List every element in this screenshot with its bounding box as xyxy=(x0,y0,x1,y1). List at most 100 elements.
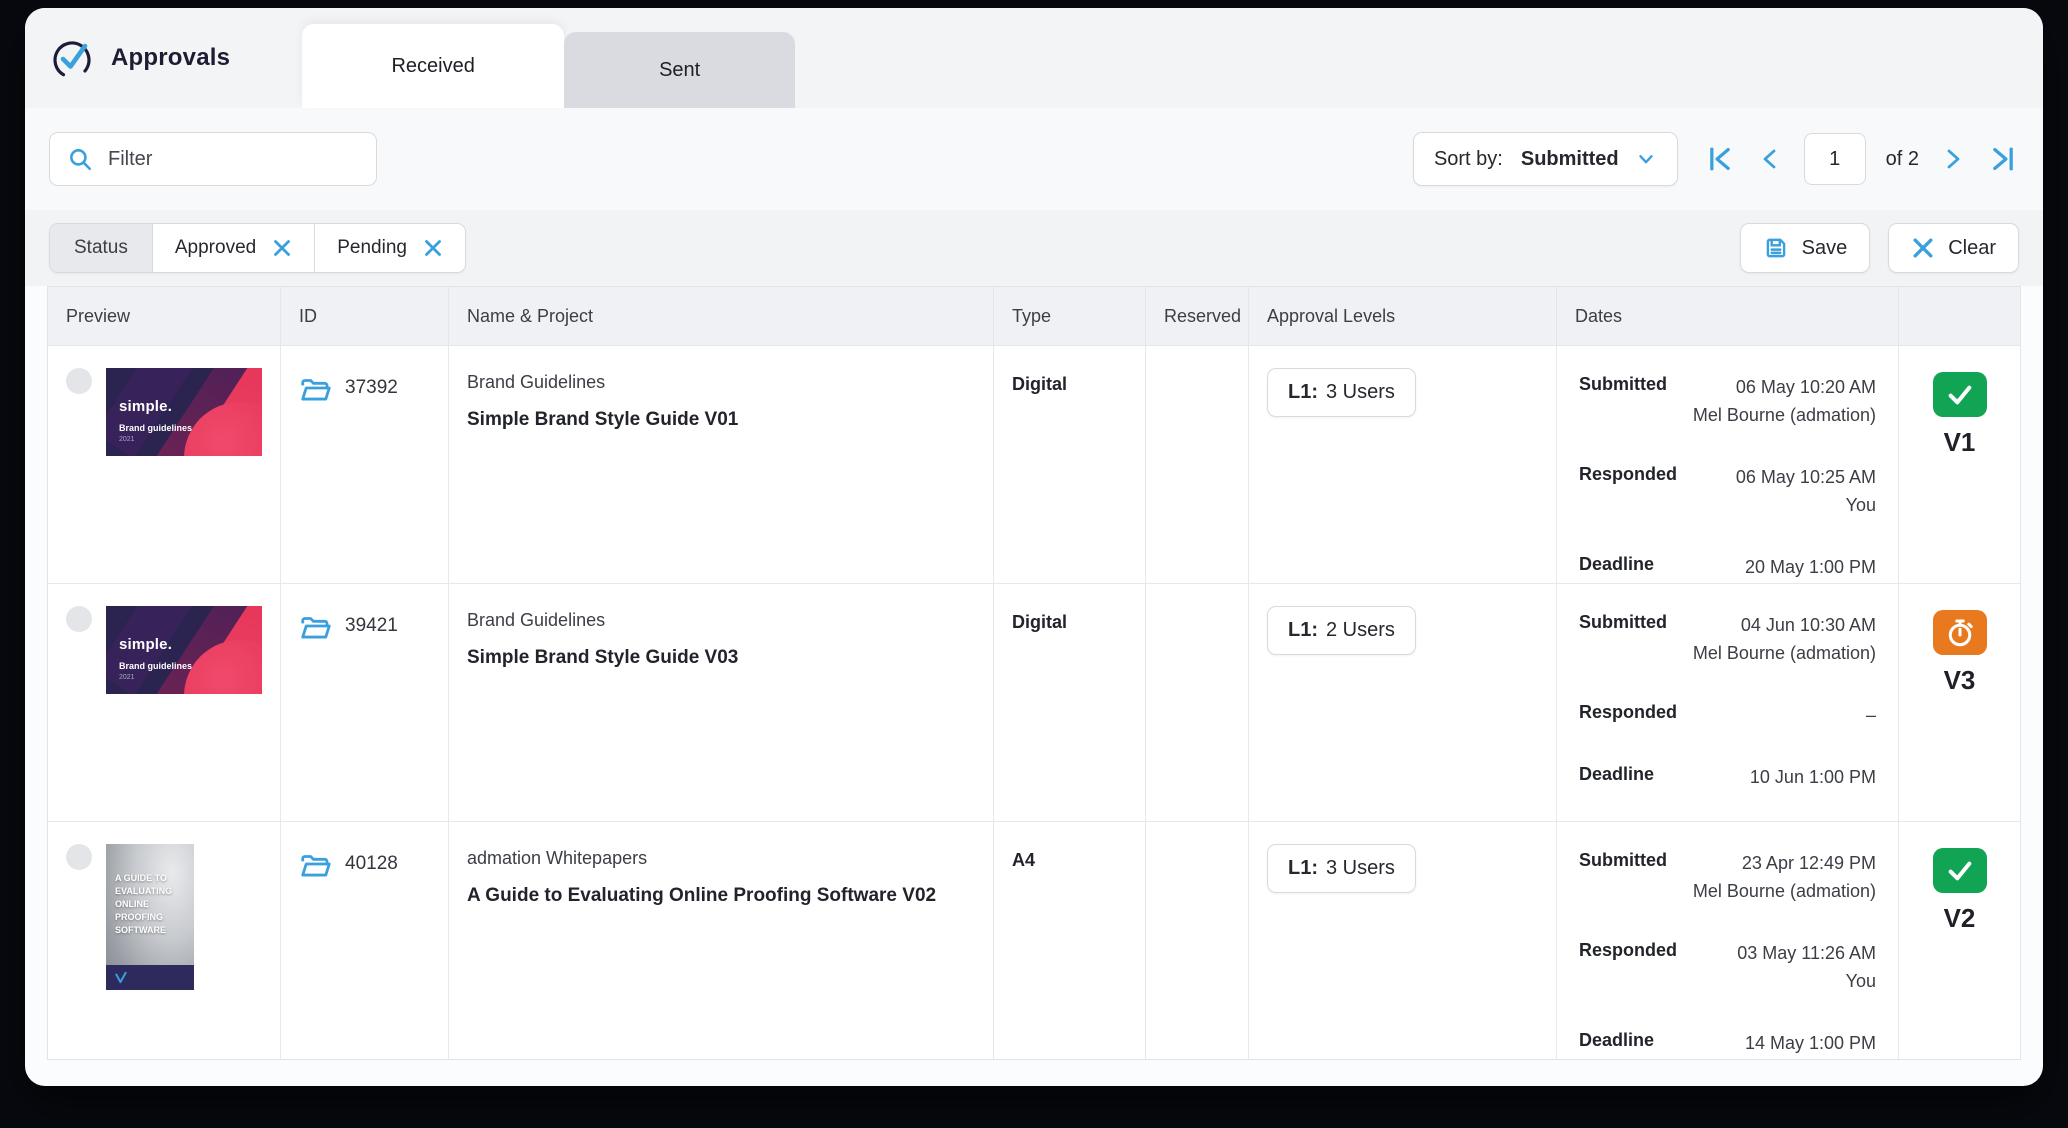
submitted-by: Mel Bourne (admation) xyxy=(1692,404,1876,425)
col-header-status xyxy=(1899,287,2020,345)
chip-pending[interactable]: Pending xyxy=(314,224,465,272)
project-name: Brand Guidelines xyxy=(467,610,606,630)
tab-sent[interactable]: Sent xyxy=(564,32,796,108)
submitted-values: 23 Apr 12:49 PM Mel Bourne (admation) xyxy=(1693,850,1876,906)
preview-cell: simple. Brand guidelines 2021 xyxy=(48,584,281,821)
version-label: V2 xyxy=(1943,903,1976,933)
deadline-label: Deadline xyxy=(1579,553,1655,574)
row-select-radio[interactable] xyxy=(66,844,92,870)
col-header-id: ID xyxy=(281,287,449,345)
preview-thumbnail[interactable]: simple. Brand guidelines 2021 xyxy=(106,368,262,456)
project-name: admation Whitepapers xyxy=(467,848,648,868)
approved-check-icon xyxy=(1948,861,1971,880)
preview-thumbnail[interactable]: simple. Brand guidelines 2021 xyxy=(106,606,262,694)
version-label: V3 xyxy=(1943,665,1976,695)
preview-cell: A Guide to Evaluating Online Proofing So… xyxy=(48,822,281,1059)
folder-icon xyxy=(301,617,331,639)
type-cell: Digital xyxy=(994,346,1146,583)
tab-bar: Received Sent xyxy=(302,8,796,108)
row-select-radio[interactable] xyxy=(66,606,92,632)
submitted-group: Submitted 04 Jun 10:30 AM Mel Bourne (ad… xyxy=(1579,612,1876,668)
folder-icon xyxy=(301,855,331,877)
col-header-dates: Dates xyxy=(1557,287,1899,345)
reserved-cell xyxy=(1146,584,1249,821)
chevron-down-icon xyxy=(1638,155,1653,164)
approval-level-button[interactable]: L1: 2 Users xyxy=(1267,606,1416,655)
col-header-preview: Preview xyxy=(48,287,281,345)
submitted-group: Submitted 23 Apr 12:49 PM Mel Bourne (ad… xyxy=(1579,850,1876,906)
submitted-datetime: 04 Jun 10:30 AM xyxy=(1740,615,1876,635)
responded-label: Responded xyxy=(1579,939,1678,960)
filter-chips-bar: Status Approved Pending xyxy=(25,210,2043,286)
chip-approved-remove-button[interactable] xyxy=(272,238,292,258)
page-count-label: of 2 xyxy=(1885,147,1919,170)
col-header-reserved: Reserved xyxy=(1146,287,1249,345)
approval-level-button[interactable]: L1: 3 Users xyxy=(1267,844,1416,893)
chip-actions: Save Clear xyxy=(1739,223,2019,273)
doc-logo-icon xyxy=(115,971,127,983)
status-badge[interactable] xyxy=(1932,848,1987,893)
submitted-datetime: 06 May 10:20 AM xyxy=(1735,377,1876,397)
toolbar-right: Sort by:Submitted of xyxy=(1412,132,2019,186)
pagination: of 2 xyxy=(1704,133,2019,185)
deadline-group: Deadline 10 Jun 1:00 PM xyxy=(1579,764,1876,792)
next-page-button[interactable] xyxy=(1939,145,1967,173)
table-body: simple. Brand guidelines 2021 xyxy=(48,345,2020,1059)
col-header-approval-levels: Approval Levels xyxy=(1249,287,1557,345)
status-badge[interactable] xyxy=(1932,610,1987,655)
last-page-button[interactable] xyxy=(1987,143,2019,175)
submitted-by: Mel Bourne (admation) xyxy=(1692,880,1876,901)
deadline-values: 10 Jun 1:00 PM xyxy=(1750,764,1876,792)
first-page-button[interactable] xyxy=(1704,143,1736,175)
table-row: simple. Brand guidelines 2021 xyxy=(48,345,2020,583)
approvals-logo-icon xyxy=(53,41,91,79)
previous-page-button[interactable] xyxy=(1756,145,1784,173)
open-folder-button[interactable] xyxy=(299,374,331,406)
tab-received[interactable]: Received xyxy=(302,24,565,108)
page-title: Approvals xyxy=(111,44,231,71)
clear-button[interactable]: Clear xyxy=(1888,223,2019,273)
last-page-icon xyxy=(1993,147,2013,171)
responded-group: Responded 06 May 10:25 AM You xyxy=(1579,464,1876,520)
page-number-input[interactable] xyxy=(1803,133,1866,185)
table-header-row: Preview ID Name & Project Type Reserved … xyxy=(48,287,2020,345)
deadline-group: Deadline 14 May 1:00 PM xyxy=(1579,1030,1876,1058)
chip-approved[interactable]: Approved xyxy=(151,224,315,272)
approval-level-button[interactable]: L1: 3 Users xyxy=(1267,368,1416,417)
approval-level-label: L1: xyxy=(1288,619,1318,641)
deadline-group: Deadline 20 May 1:00 PM xyxy=(1579,554,1876,582)
filter-field-wrap xyxy=(49,132,377,186)
responded-group: Responded – xyxy=(1579,702,1876,730)
chevron-right-icon xyxy=(1947,149,1960,169)
asset-id: 37392 xyxy=(345,377,398,398)
id-cell: 39421 xyxy=(281,584,449,821)
open-folder-button[interactable] xyxy=(299,850,331,882)
open-folder-button[interactable] xyxy=(299,612,331,644)
filter-input[interactable] xyxy=(49,132,377,186)
toolbar: Sort by:Submitted of xyxy=(25,108,2043,210)
id-cell: 40128 xyxy=(281,822,449,1059)
preview-thumbnail[interactable]: A Guide to Evaluating Online Proofing So… xyxy=(106,844,194,990)
col-header-name-project: Name & Project xyxy=(449,287,994,345)
save-button[interactable]: Save xyxy=(1739,223,1871,273)
submitted-datetime: 23 Apr 12:49 PM xyxy=(1741,853,1876,873)
approval-users-label: 2 Users xyxy=(1326,619,1395,641)
type-cell: Digital xyxy=(994,584,1146,821)
responded-label: Responded xyxy=(1579,463,1678,484)
sort-dropdown[interactable]: Sort by: Submitted xyxy=(1412,132,1678,186)
approval-users-label: 3 Users xyxy=(1326,381,1395,403)
responded-datetime: 06 May 10:25 AM xyxy=(1735,466,1876,487)
approved-check-icon xyxy=(1948,385,1971,404)
chip-approved-label: Approved xyxy=(174,237,257,258)
app-brand: Approvals xyxy=(49,8,230,108)
submitted-values: 06 May 10:20 AM Mel Bourne (admation) xyxy=(1693,374,1876,430)
reserved-cell xyxy=(1146,346,1249,583)
approval-level-label: L1: xyxy=(1288,381,1318,403)
clear-button-label: Clear xyxy=(1948,236,1996,259)
row-select-radio[interactable] xyxy=(66,368,92,394)
chevron-left-icon xyxy=(1763,149,1776,169)
status-badge[interactable] xyxy=(1932,372,1987,417)
chip-pending-remove-button[interactable] xyxy=(423,238,443,258)
deadline-datetime: 20 May 1:00 PM xyxy=(1744,556,1876,577)
submitted-values: 04 Jun 10:30 AM Mel Bourne (admation) xyxy=(1693,612,1876,668)
